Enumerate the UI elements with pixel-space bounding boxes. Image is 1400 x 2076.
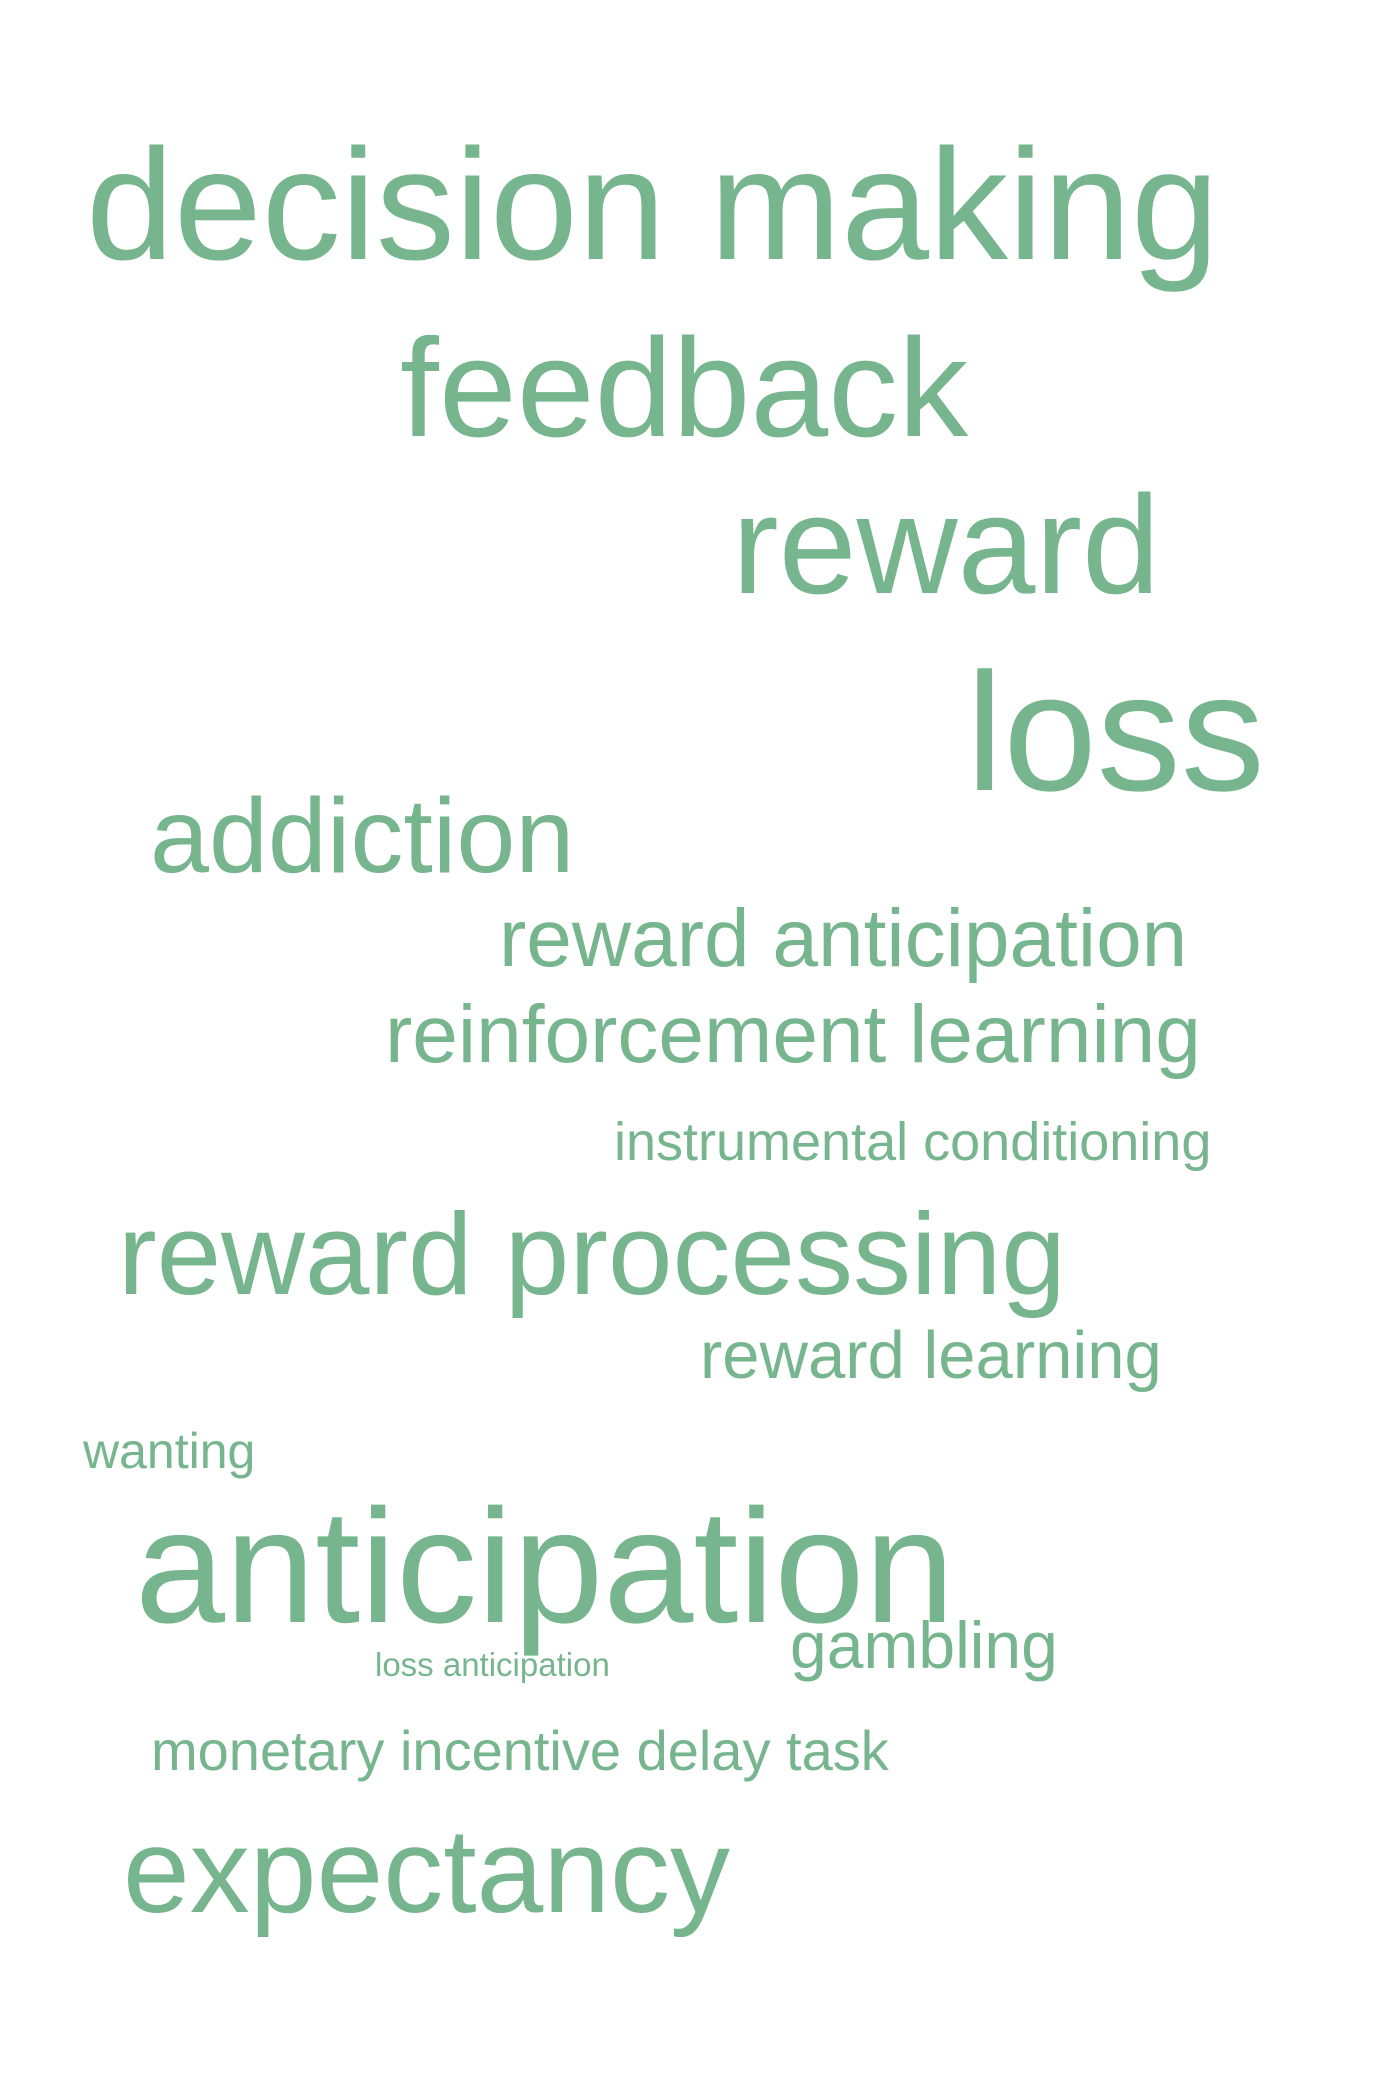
word-anticipation: anticipation (135, 1476, 955, 1657)
word-expectancy: expectancy (123, 1804, 731, 1938)
word-reward-processing: reward processing (118, 1189, 1066, 1319)
word-reward-learning: reward learning (700, 1318, 1162, 1393)
word-loss: loss (966, 638, 1265, 826)
word-reward: reward (732, 466, 1160, 623)
word-gambling: gambling (790, 1608, 1058, 1682)
word-monetary-incentive-delay-task: monetary incentive delay task (151, 1719, 889, 1782)
word-reward-anticipation: reward anticipation (499, 893, 1188, 984)
word-loss-anticipation: loss anticipation (375, 1646, 610, 1683)
word-decision-making: decision making (86, 117, 1219, 293)
word-reinforcement-learning: reinforcement learning (385, 989, 1201, 1080)
word-wanting: wanting (83, 1423, 256, 1479)
word-instrumental-conditioning: instrumental conditioning (614, 1112, 1212, 1172)
word-addiction: addiction (150, 777, 575, 895)
word-feedback: feedback (400, 309, 969, 466)
